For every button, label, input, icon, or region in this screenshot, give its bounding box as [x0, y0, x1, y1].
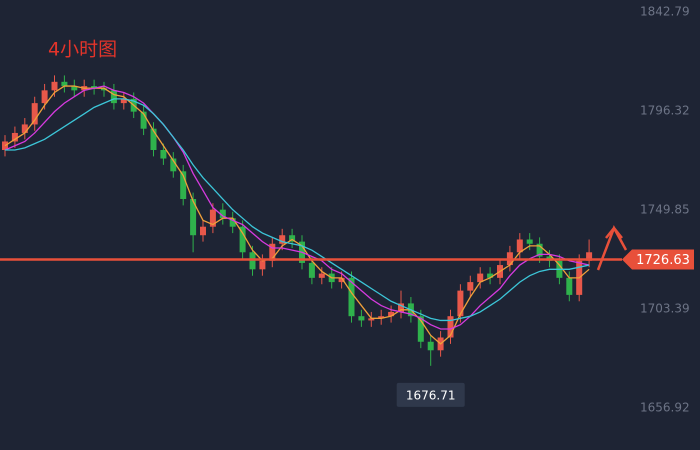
candle-body	[279, 235, 286, 244]
y-tick-label: 1749.85	[640, 202, 690, 216]
candle-body	[417, 316, 424, 342]
candle-body	[447, 316, 454, 338]
candle-body	[101, 88, 107, 91]
candle-body	[289, 235, 296, 242]
candle-body	[190, 199, 197, 236]
candle-body	[388, 311, 395, 317]
candle-body	[110, 90, 117, 104]
last-price-tag	[622, 249, 694, 270]
y-tick-label: 1656.92	[640, 400, 690, 414]
candle-body	[398, 303, 404, 312]
candle-body	[338, 277, 345, 283]
last-price-label: 1726.63	[636, 253, 690, 268]
candle-body	[71, 86, 78, 91]
candle-body	[170, 158, 177, 172]
candle-body	[516, 239, 523, 253]
candle-body	[378, 316, 385, 319]
candle-body	[219, 209, 226, 219]
candle-body	[358, 316, 365, 321]
candle-body	[91, 86, 98, 89]
candle-body	[477, 273, 484, 283]
candle-body	[269, 243, 276, 261]
arrow-annotation	[596, 225, 628, 271]
low-annotation: 1676.71	[406, 388, 456, 402]
candles	[2, 75, 593, 366]
candle-body	[160, 150, 167, 159]
candle-body	[31, 103, 38, 125]
candle-body	[120, 98, 127, 104]
candle-body	[209, 209, 216, 227]
candle-body	[2, 141, 8, 150]
candle-body	[21, 124, 28, 133]
candle-body	[566, 277, 573, 295]
candle-body	[427, 341, 434, 351]
candle-body	[150, 128, 157, 150]
candle-body	[348, 277, 355, 317]
candle-body	[61, 81, 68, 87]
candle-body	[249, 252, 256, 270]
candle-body	[536, 243, 543, 257]
candle-body	[180, 171, 187, 200]
moving-average	[5, 98, 590, 322]
moving-average	[4, 85, 590, 330]
candle-body	[526, 239, 533, 244]
candle-body	[308, 262, 315, 278]
y-tick-label: 1703.39	[640, 301, 690, 315]
y-tick-label: 1842.79	[640, 4, 690, 18]
candle-body	[457, 290, 464, 317]
candle-body	[259, 260, 266, 270]
moving-average	[4, 85, 590, 345]
candle-body	[229, 218, 236, 227]
candle-body	[239, 226, 246, 253]
candle-body	[140, 111, 147, 129]
chart-title: 4小时图	[48, 39, 117, 61]
candle-body	[11, 132, 18, 142]
candle-body	[586, 252, 593, 261]
y-tick-label: 1796.32	[640, 103, 690, 117]
candle-body	[41, 90, 48, 104]
candle-body	[51, 81, 58, 91]
candle-body	[467, 282, 474, 291]
candle-body	[200, 226, 206, 236]
candle-body	[487, 273, 494, 278]
candle-body	[318, 273, 325, 278]
candle-body	[368, 318, 375, 321]
low-tag	[396, 382, 465, 407]
